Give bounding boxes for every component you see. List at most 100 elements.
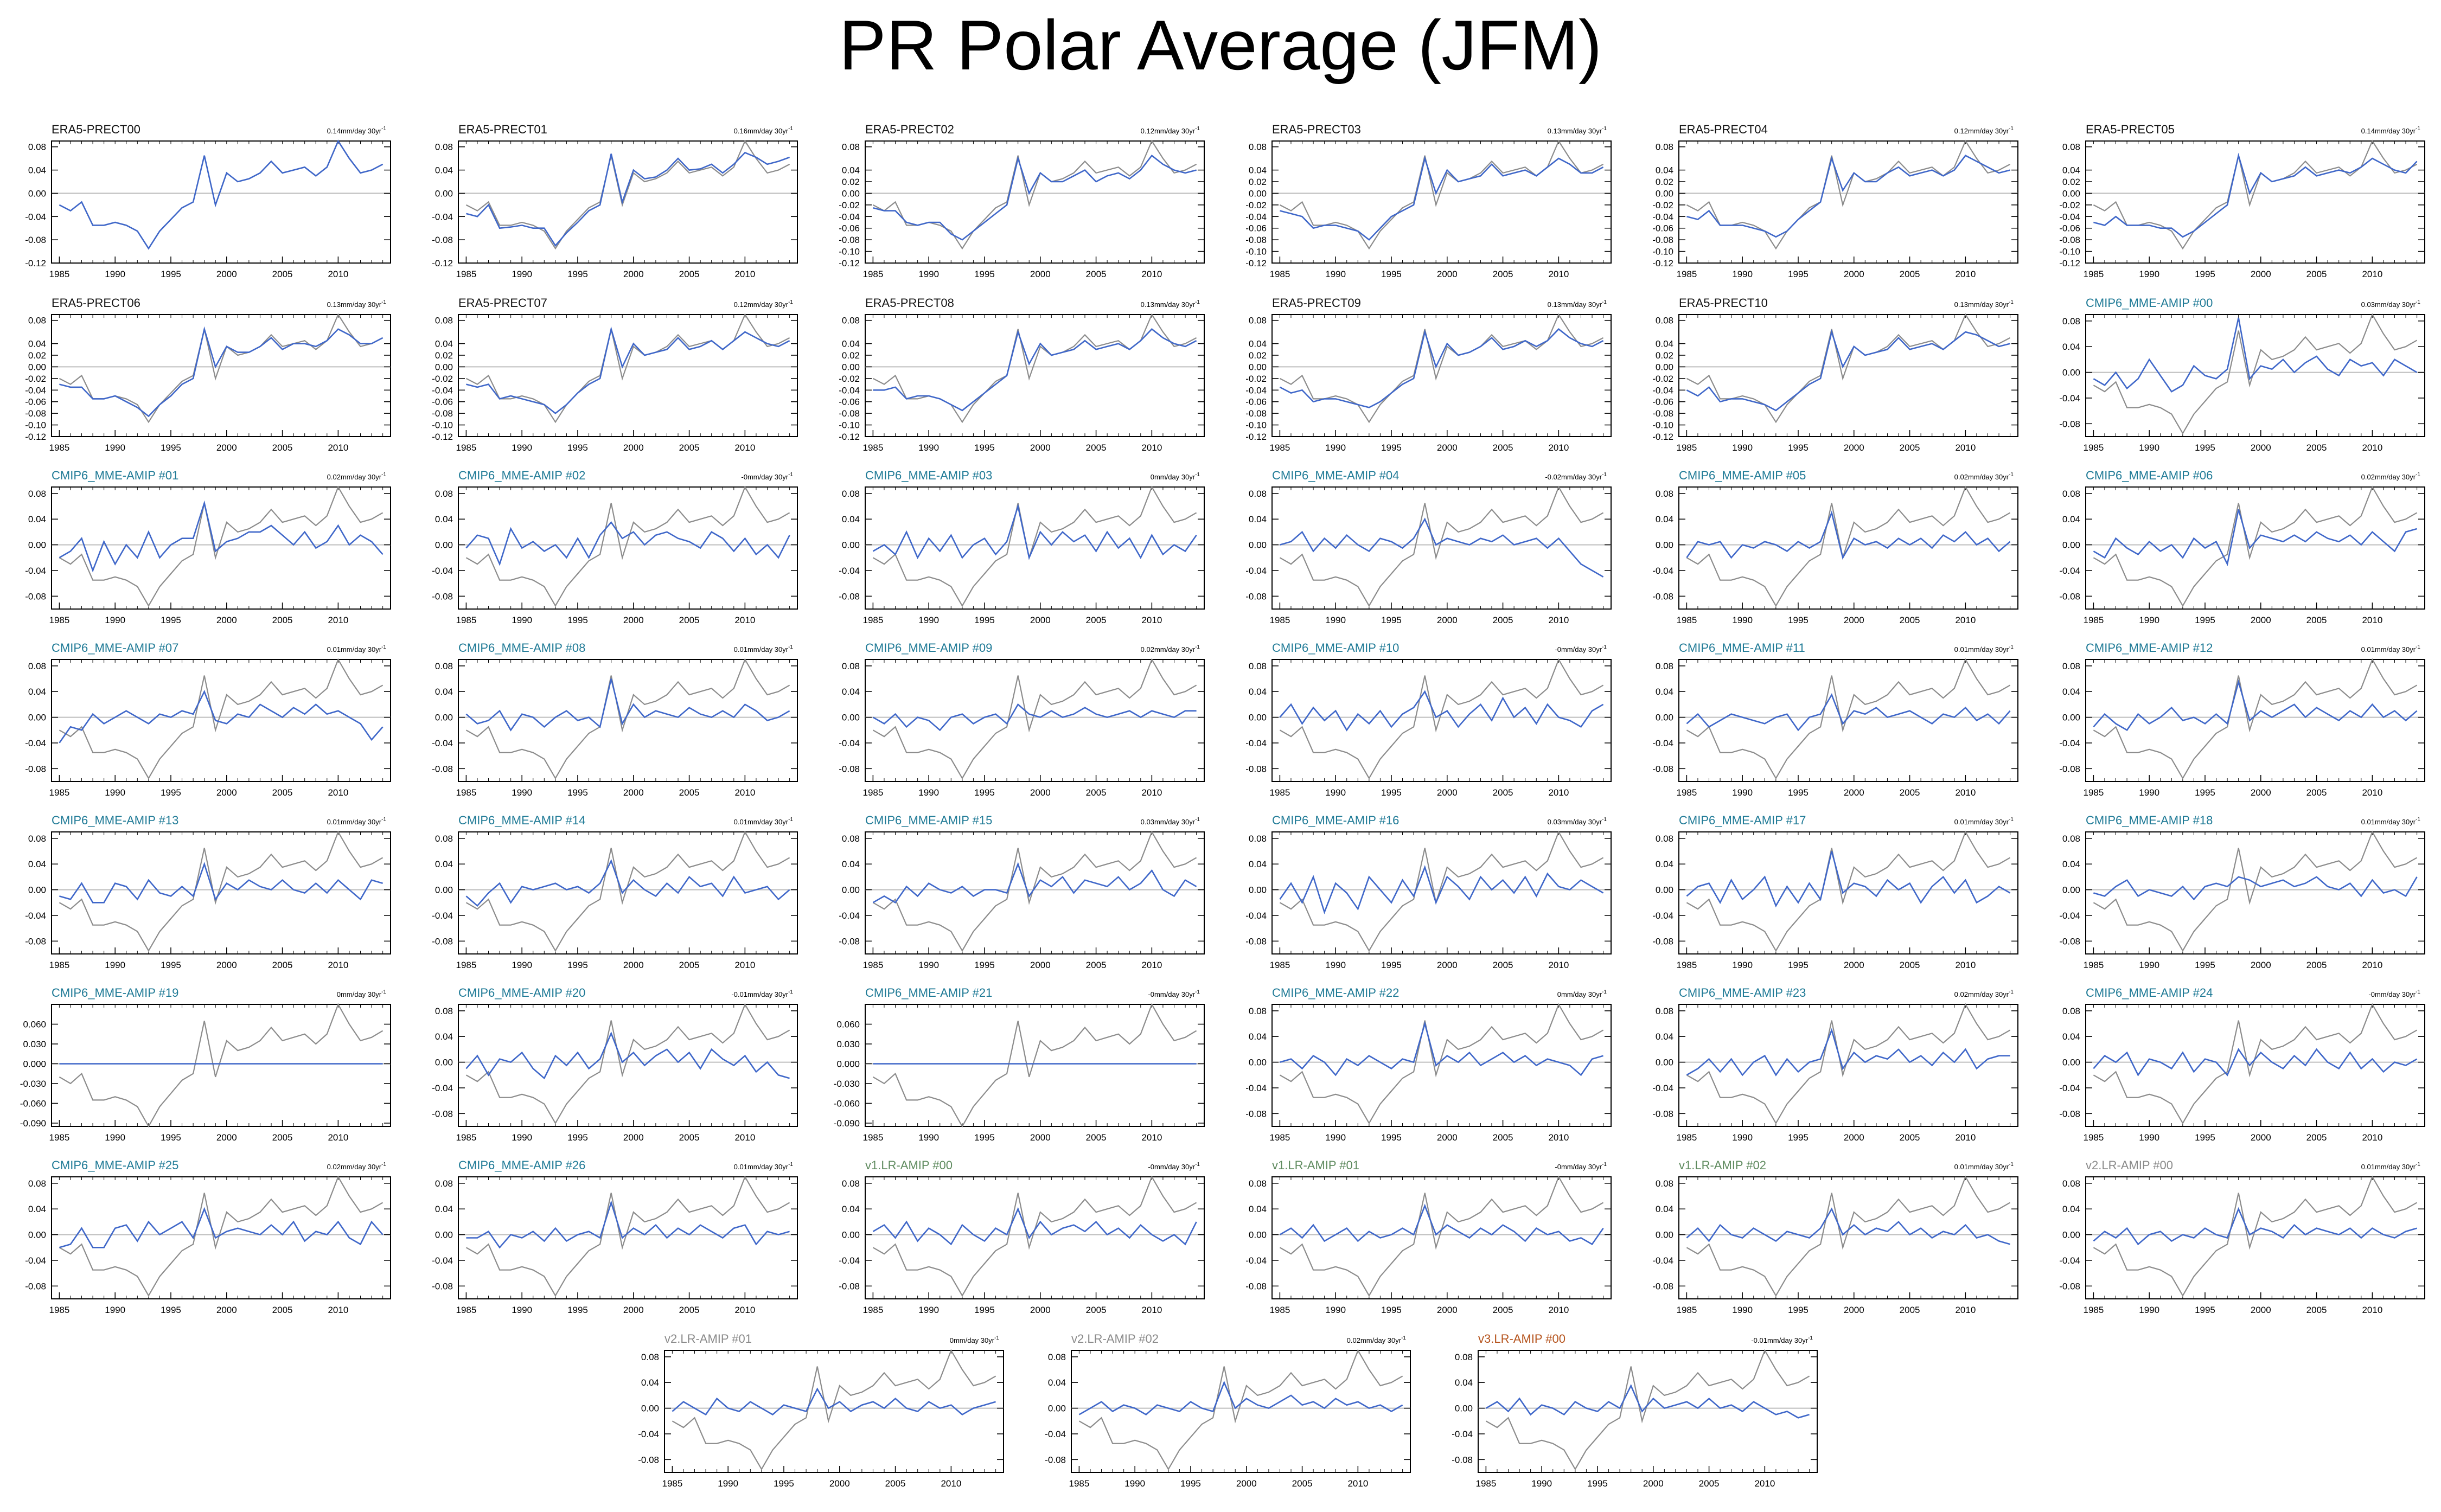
y-tick-label: 0.00 [28,713,46,723]
y-tick-label: 0.08 [842,1178,860,1189]
panel-era5-prect02: ERA5-PRECT02 0.12mm/day 30yr-10.080.040.0… [839,123,1205,279]
x-tick-label: 1995 [2195,615,2215,625]
y-tick-label: -0.08 [1245,936,1267,946]
panel-era5-prect01: ERA5-PRECT01 0.16mm/day 30yr-1 0.08 0.04 0.0… [432,123,798,279]
x-tick-label: 1985 [862,960,883,970]
x-tick-label: 1995 [774,1478,794,1489]
panel-cmip6-mme-amip-22: CMIP6_MME-AMIP #22 0mm/day 30yr-1 0.08 0.04… [1245,986,1612,1143]
x-tick-label: 1995 [567,787,588,798]
panel-era5-prect04: ERA5-PRECT04 0.12mm/day 30yr-10.080.040.0… [1652,123,2018,279]
model-series-line [59,689,384,744]
y-tick-label: -0.10 [1652,420,1673,431]
x-tick-label: 2010 [328,787,348,798]
x-tick-label: 2000 [216,787,237,798]
y-tick-label: 0.04 [28,1204,46,1214]
model-series-line [1686,329,2010,412]
y-tick-label: -0.08 [25,764,46,774]
x-tick-label: 2000 [623,1305,644,1315]
y-tick-label: 0.08 [435,142,453,152]
x-tick-label: 2005 [1086,1305,1107,1315]
trend-label: -0mm/day 30yr-1 [1555,644,1607,654]
y-tick-label: 0.08 [2062,1006,2080,1016]
y-tick-label: -0.04 [1245,1255,1267,1266]
y-tick-label: 0.04 [1048,1378,1066,1388]
x-tick-label: 1990 [918,1132,939,1143]
y-tick-label: -0.04 [432,911,453,921]
x-tick-label: 1995 [2195,1305,2215,1315]
x-tick-label: 2000 [2251,787,2271,798]
x-tick-label: 1990 [1732,1132,1753,1143]
y-tick-label: 0.00 [1249,713,1267,723]
y-tick-label: -0.10 [2059,247,2080,257]
x-tick-label: 2000 [1236,1478,1257,1489]
panel-cmip6-mme-amip-01: CMIP6_MME-AMIP #01 0.02mm/day 30yr-1 0.08 0… [25,469,391,625]
y-tick-label: -0.12 [839,432,860,442]
y-tick-label: -0.10 [1245,420,1267,431]
y-tick-label: 0.00 [1656,885,1673,895]
x-tick-label: 2010 [1955,960,1976,970]
y-tick-label: -0.04 [1652,385,1673,395]
panel-cmip6-mme-amip-00: CMIP6_MME-AMIP #00 0.03mm/day 30yr-1 0.08 0… [2059,296,2425,453]
x-tick-label: 2010 [2362,960,2382,970]
y-tick-label: -0.12 [25,432,46,442]
y-tick-label: 0.00 [1249,188,1267,198]
model-series-line [1686,155,2010,238]
x-tick-label: 1990 [1124,1478,1145,1489]
panel-label: v2.LR-AMIP #00 [2086,1158,2173,1172]
x-tick-label: 1985 [49,269,69,279]
x-tick-label: 2000 [1030,1305,1051,1315]
x-tick-label: 1995 [1788,787,1809,798]
x-tick-label: 2005 [1086,960,1107,970]
y-tick-label: 0.04 [842,1204,860,1214]
x-tick-label: 2010 [1548,960,1569,970]
panel-era5-prect00: ERA5-PRECT00 0.14mm/day 30yr-1 0.08 0.04 0.0… [25,123,391,279]
y-tick-label: -0.08 [1652,408,1673,419]
model-series-line [873,328,1197,412]
y-tick-label: -0.02 [25,374,46,384]
plot-frame [1678,659,2018,782]
y-tick-label: 0.04 [1656,859,1673,869]
trend-label: 0mm/day 30yr-1 [1151,472,1200,481]
plot-frame [865,486,1205,610]
x-tick-label: 2010 [328,269,348,279]
y-tick-label: 0.08 [2062,142,2080,152]
panel-cmip6-mme-amip-18: CMIP6_MME-AMIP #18 0.01mm/day 30yr-1 0.08 0… [2059,813,2425,970]
x-tick-label: 1985 [49,787,69,798]
y-tick-label: -0.12 [1652,258,1673,268]
x-tick-label: 1995 [161,787,181,798]
y-tick-label: -0.04 [432,738,453,748]
y-tick-label: 0.04 [28,339,46,349]
y-tick-label: -0.04 [1245,212,1267,222]
panel-label: CMIP6_MME-AMIP #25 [52,1158,178,1172]
panel-cmip6-mme-amip-03: CMIP6_MME-AMIP #03 0mm/day 30yr-1 0.08 0.04… [839,469,1205,625]
x-tick-label: 2010 [1347,1478,1368,1489]
trend-label: 0.01mm/day 30yr-1 [2361,1162,2421,1171]
panel-era5-prect06: ERA5-PRECT06 0.13mm/day 30yr-10.080.040.0… [25,296,391,453]
y-tick-label: -0.02 [432,374,453,384]
y-tick-label: -0.12 [1245,258,1267,268]
x-tick-label: 1990 [1325,1132,1346,1143]
y-tick-label: 0.04 [842,687,860,697]
x-tick-label: 2005 [1900,269,1920,279]
panel-cmip6-mme-amip-07: CMIP6_MME-AMIP #07 0.01mm/day 30yr-1 0.08 0… [25,641,391,798]
x-tick-label: 2000 [2251,1305,2271,1315]
y-tick-label: -0.06 [1652,223,1673,234]
trend-label: 0mm/day 30yr-1 [1557,989,1607,998]
x-tick-label: 1995 [161,960,181,970]
panel-label: CMIP6_MME-AMIP #22 [1272,986,1399,1000]
x-tick-label: 1990 [105,269,125,279]
x-tick-label: 1990 [105,960,125,970]
trend-label: 0.01mm/day 30yr-1 [1954,1162,2014,1171]
trend-label: 0mm/day 30yr-1 [337,989,387,998]
y-tick-label: 0.04 [2062,859,2080,869]
plot-frame [51,314,391,437]
y-tick-label: -0.04 [432,385,453,395]
panel-label: CMIP6_MME-AMIP #06 [2086,469,2213,482]
y-tick-label: -0.08 [432,1281,453,1291]
x-tick-label: 1995 [2195,960,2215,970]
y-tick-label: 0.08 [28,661,46,671]
trend-label: 0.13mm/day 30yr-1 [1548,299,1607,309]
panel-cmip6-mme-amip-19: CMIP6_MME-AMIP #19 0mm/day 30yr-1 0.060 0.0… [20,986,391,1143]
y-tick-label: -0.02 [1245,374,1267,384]
plot-frame [1678,140,2018,264]
